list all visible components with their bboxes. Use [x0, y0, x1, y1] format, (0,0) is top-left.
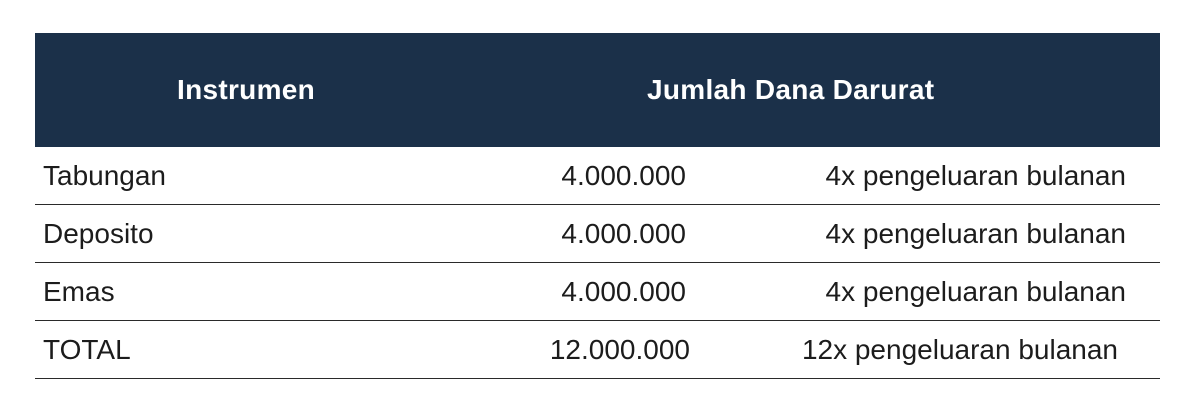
cell-amount: 4.000.000 [561, 160, 686, 191]
cell-instrument: Tabungan [43, 160, 167, 191]
table-row: Tabungan 4.000.000 4x pengeluaran bulana… [35, 147, 1160, 205]
header-instrument: Instrumen [177, 74, 316, 105]
header-amount: Jumlah Dana Darurat [647, 74, 935, 105]
cell-instrument: Deposito [43, 218, 154, 249]
table-row-total: TOTAL 12.000.000 12x pengeluaran bulanan [35, 321, 1160, 379]
cell-total-multiplier: 12x pengeluaran bulanan [801, 334, 1118, 365]
table-row: Deposito 4.000.000 4x pengeluaran bulana… [35, 205, 1160, 263]
cell-instrument: Emas [43, 276, 115, 307]
cell-total-amount: 12.000.000 [549, 334, 690, 365]
table-row: Emas 4.000.000 4x pengeluaran bulanan [35, 263, 1160, 321]
cell-multiplier: 4x pengeluaran bulanan [825, 218, 1126, 249]
cell-total-label: TOTAL [43, 334, 131, 365]
cell-multiplier: 4x pengeluaran bulanan [825, 276, 1126, 307]
emergency-fund-table: Instrumen Jumlah Dana Darurat Tabungan 4… [35, 33, 1160, 379]
cell-amount: 4.000.000 [561, 276, 686, 307]
cell-multiplier: 4x pengeluaran bulanan [825, 160, 1126, 191]
table-header: Instrumen Jumlah Dana Darurat [35, 33, 1160, 147]
cell-amount: 4.000.000 [561, 218, 686, 249]
